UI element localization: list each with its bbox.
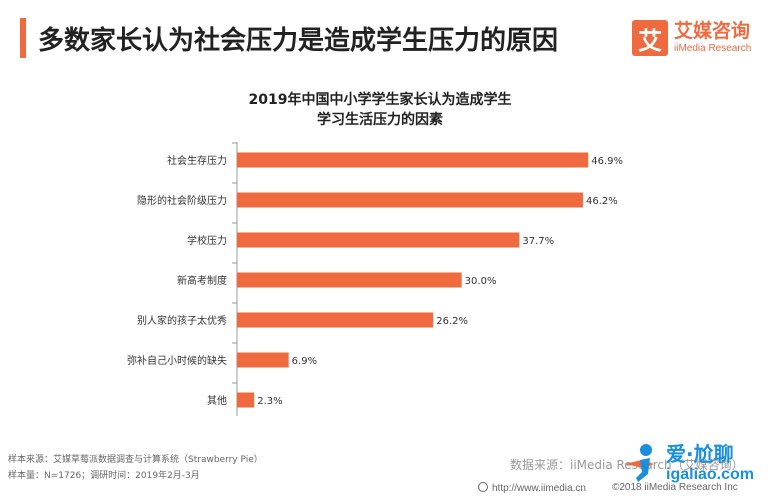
category-label: 别人家的孩子太优秀 — [137, 314, 227, 327]
category-label: 学校压力 — [187, 234, 227, 247]
category-label: 其他 — [207, 394, 227, 407]
chart-title-line-2: 学习生活压力的因素 — [317, 112, 443, 128]
sample-source-note: 样本来源：艾媒草莓派数据调查与计算系统（Strawberry Pie） — [8, 455, 263, 465]
copyright-note: ©2018 iiMedia Research Inc — [612, 482, 738, 493]
category-label: 新高考制度 — [177, 274, 227, 287]
bar — [237, 152, 589, 168]
bar — [237, 352, 289, 368]
bar — [237, 192, 584, 208]
chart-title: 2019年中国中小学学生家长认为造成学生 学习生活压力的因素 — [190, 90, 570, 130]
category-label: 弥补自己小时候的缺失 — [127, 354, 227, 367]
logo-mark: 艾 — [632, 20, 668, 56]
category-label: 隐形的社会阶级压力 — [137, 194, 227, 207]
value-label: 26.2% — [436, 316, 468, 327]
bar — [237, 392, 255, 408]
value-label: 2.3% — [257, 396, 282, 407]
bar-chart: 社会生存压力 46.9% 隐形的社会阶级压力 46.2% 学校压力 37.7% 新高考制度 3… — [127, 142, 623, 416]
page-title: 多数家长认为社会压力是造成学生压力的原因 — [38, 26, 559, 56]
iimedia-logo: 艾 艾媒咨询 iiMedia Research — [632, 12, 760, 58]
logo-chinese-name: 艾媒咨询 — [674, 20, 751, 42]
bar — [237, 312, 434, 328]
website-link[interactable]: http://www.iimedia.cn — [478, 482, 586, 494]
watermark-bottom-text: igaliao.com — [666, 466, 755, 483]
value-label: 37.7% — [522, 236, 554, 247]
chart-title-line-1: 2019年中国中小学学生家长认为造成学生 — [248, 92, 512, 108]
category-label: 社会生存压力 — [167, 154, 227, 167]
value-label: 30.0% — [465, 276, 497, 287]
value-label: 46.9% — [591, 156, 623, 167]
watermark: 爱·尬聊 igaliao.com — [620, 436, 765, 492]
value-label: 46.2% — [586, 196, 618, 207]
globe-icon — [478, 482, 488, 492]
bar — [237, 232, 520, 248]
title-accent-bar — [20, 18, 26, 58]
value-label: 6.9% — [292, 356, 317, 367]
watermark-figure-icon — [624, 444, 654, 482]
data-source-note: 数据来源：iiMedia Research（艾媒咨询） — [510, 458, 744, 472]
logo-english-name: iiMedia Research — [674, 43, 752, 54]
bar — [237, 272, 462, 288]
website-url: http://www.iimedia.cn — [492, 483, 586, 494]
sample-size-note: 样本量：N=1726；调研时间：2019年2月-3月 — [8, 471, 200, 481]
watermark-top-text: 爱·尬聊 — [666, 442, 734, 466]
